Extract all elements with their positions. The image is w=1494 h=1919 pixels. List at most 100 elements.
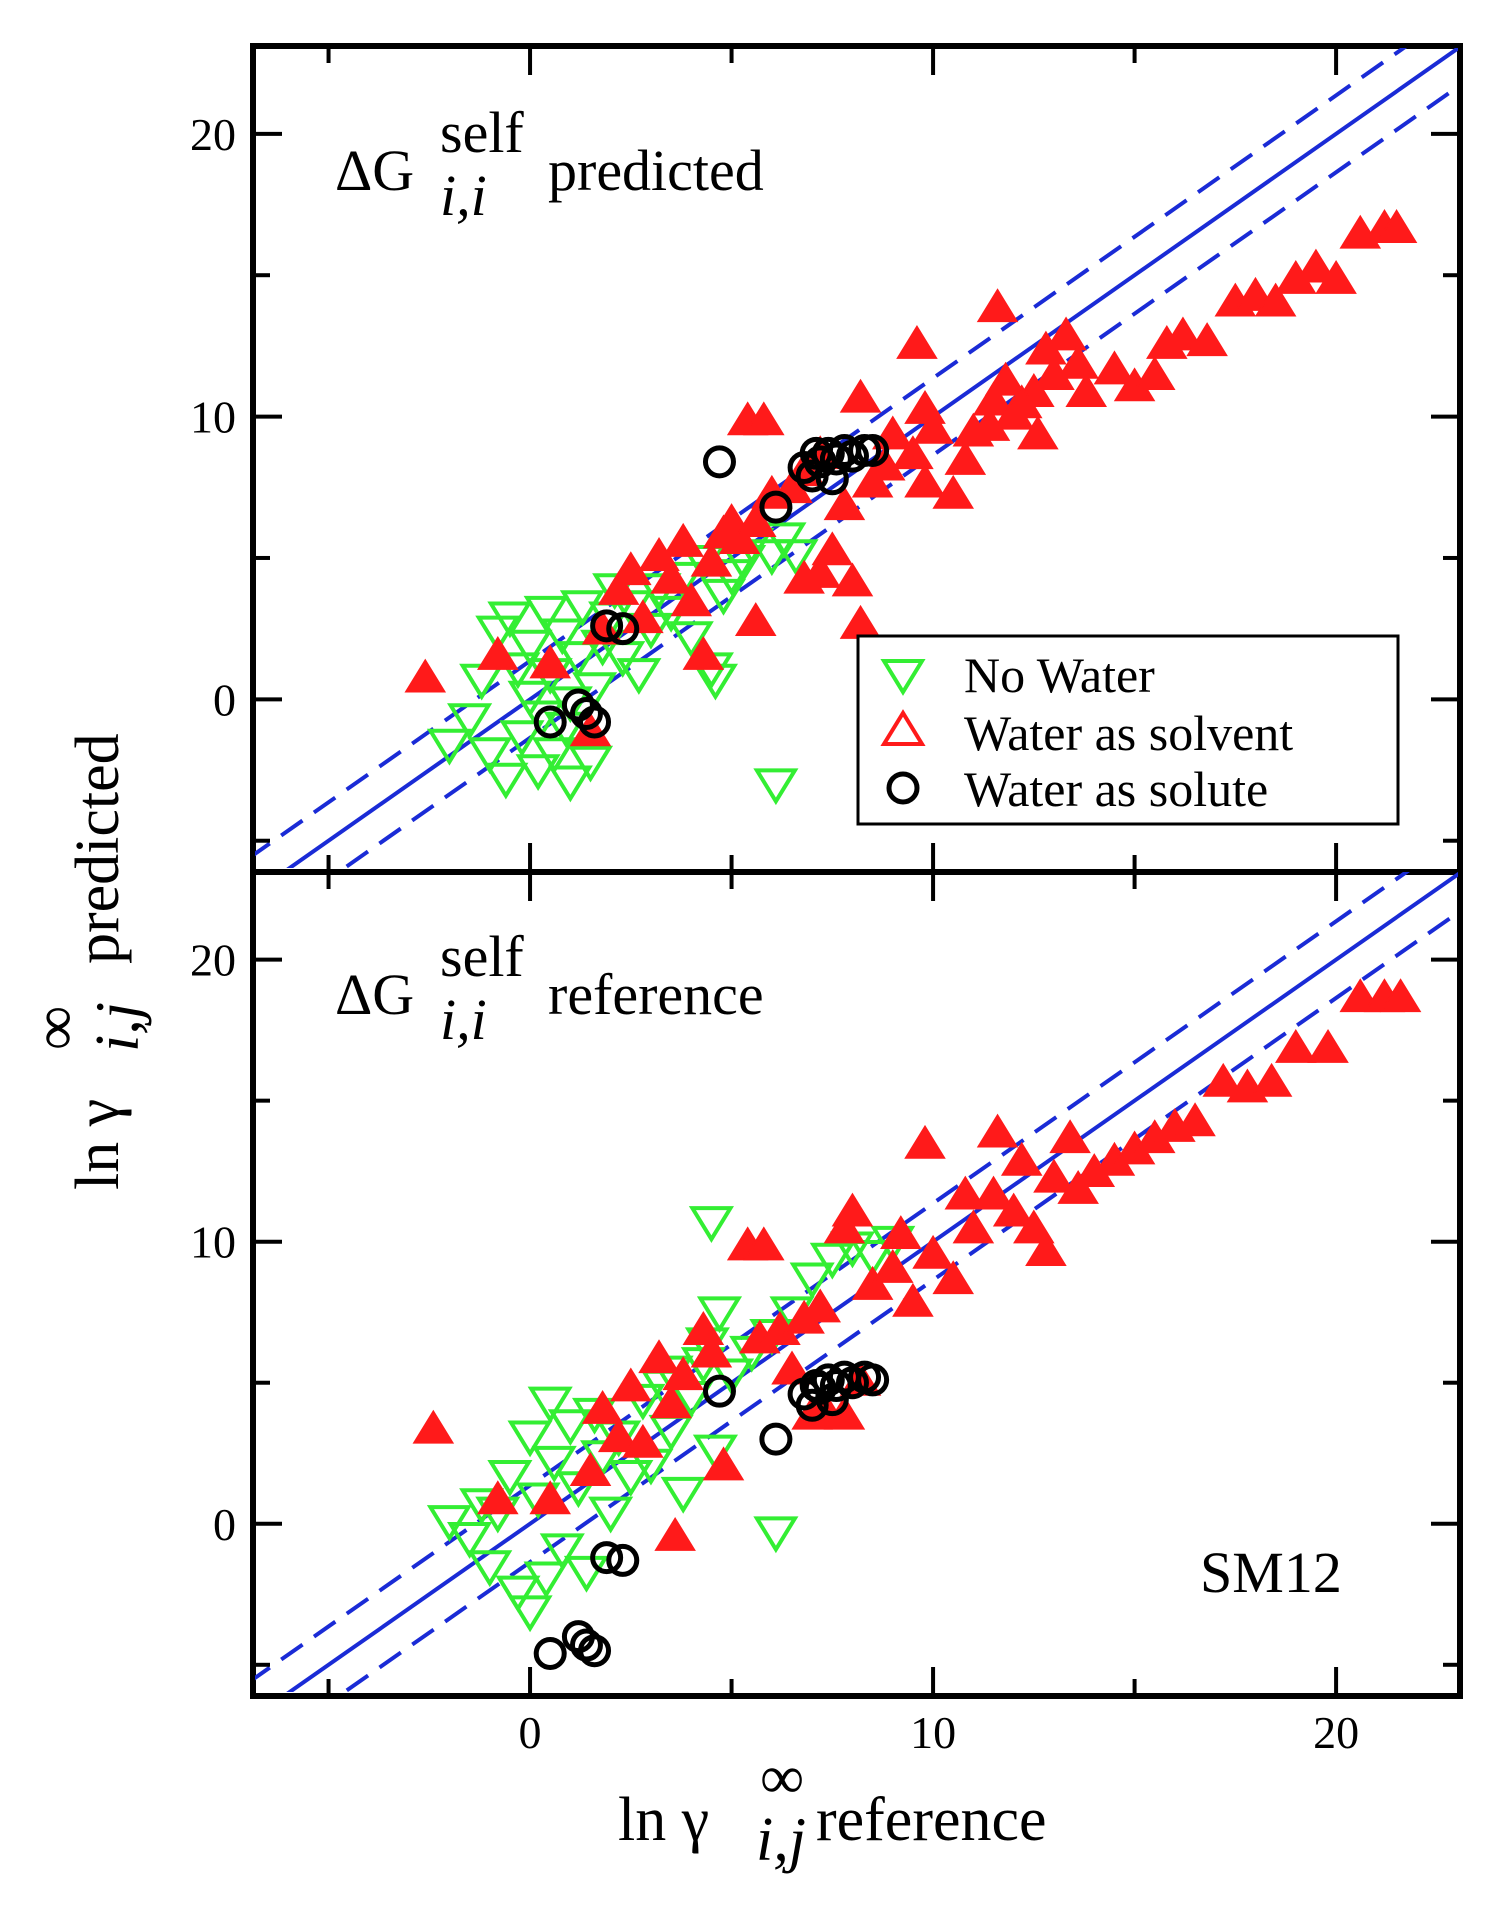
top-point-water-as-solvent <box>670 582 713 617</box>
bottom-point-water-as-solvent <box>880 1215 922 1250</box>
bottom-point-water-as-solute <box>702 1374 736 1408</box>
top-point-water-as-solvent <box>597 570 640 605</box>
bottom-point-water-as-solvent <box>1250 1062 1293 1097</box>
top-point-water-as-solvent <box>823 486 866 521</box>
bottom-point-water-as-solvent <box>892 1282 934 1317</box>
bottom-point-water-as-solvent <box>690 1333 733 1368</box>
bottom-point-no-water <box>539 1533 585 1571</box>
bottom-point-water-as-solvent <box>650 1384 692 1419</box>
top-panel-title: ΔG <box>335 138 414 203</box>
top-point-no-water <box>523 595 569 633</box>
bottom-panel-title-tail: reference <box>548 962 764 1027</box>
bottom-point-water-as-solvent <box>597 1418 640 1453</box>
bottom-point-water-as-solvent <box>871 1248 914 1283</box>
legend-label-no-water: No Water <box>964 647 1155 703</box>
bottom-point-water-as-solvent <box>944 1175 987 1210</box>
bottom-point-water-as-solvent <box>702 1446 745 1481</box>
bottom-point-water-as-solvent <box>1379 978 1422 1013</box>
bottom-panel-plot-area <box>255 872 1458 1692</box>
top-point-water-as-solvent <box>529 644 571 679</box>
bottom-point-water-as-solvent <box>992 1192 1035 1227</box>
bottom-point-no-water <box>527 1386 573 1424</box>
bottom-panel-frame <box>250 869 1463 1699</box>
top-point-no-water <box>567 745 614 783</box>
top-point-no-water <box>531 737 577 775</box>
top-point-water-as-solvent <box>1162 316 1204 351</box>
bottom-y-tick-label: 0 <box>213 1499 236 1550</box>
top-point-no-water <box>668 621 714 659</box>
top-point-water-as-solvent <box>1315 259 1357 294</box>
svg-text:ln γ: ln γ <box>64 1099 132 1190</box>
top-point-water-as-solvent <box>984 361 1027 396</box>
legend-box <box>856 634 1400 826</box>
bottom-point-water-as-solvent <box>1057 1170 1099 1204</box>
top-point-water-as-solvent <box>968 406 1011 441</box>
top-point-water-as-solvent <box>1375 209 1418 243</box>
bottom-point-water-as-solvent <box>412 1409 455 1444</box>
y-axis-title-sup: ∞ <box>22 1006 90 1050</box>
top-point-no-water <box>459 663 505 701</box>
bottom-point-no-water <box>688 1206 734 1243</box>
top-point-no-water <box>571 672 618 710</box>
top-point-water-as-solvent <box>904 463 946 498</box>
legend-label-water-as-solute: Water as solute <box>964 761 1268 817</box>
bottom-point-water-as-solute <box>578 1634 612 1668</box>
top-point-water-as-solute <box>569 696 603 730</box>
bottom-point-water-as-solvent <box>976 1113 1019 1148</box>
top-point-water-as-solvent <box>1045 316 1087 351</box>
bottom-point-water-as-solvent <box>1033 1158 1075 1193</box>
bottom-point-water-as-solute <box>759 1422 793 1456</box>
top-point-water-as-solvent <box>734 503 777 538</box>
bottom-point-water-as-solute <box>815 1383 849 1417</box>
bottom-point-water-as-solute <box>856 1363 890 1397</box>
bottom-point-water-as-solvent <box>823 1209 866 1244</box>
top-point-water-as-solvent <box>851 463 894 498</box>
bottom-panel-title-sub: i,i <box>440 987 487 1052</box>
top-point-water-as-solvent <box>944 440 987 475</box>
top-point-no-water <box>507 629 553 667</box>
bottom-point-water-as-solvent <box>1202 1062 1245 1097</box>
bottom-point-water-as-solvent <box>904 1124 946 1159</box>
bottom-point-water-as-solvent <box>662 1356 704 1391</box>
x-tick-label: 0 <box>519 1707 542 1758</box>
top-point-water-as-solvent <box>690 542 733 577</box>
bottom-point-water-as-solvent <box>1025 1232 1067 1266</box>
top-point-water-as-solvent <box>896 324 938 359</box>
bottom-point-no-water <box>563 1555 610 1593</box>
y-axis-title-sub: i,j <box>84 1002 152 1052</box>
method-label: SM12 <box>1200 1540 1342 1605</box>
x-axis-title-sub: i,j <box>756 1806 806 1874</box>
bottom-point-water-as-solvent <box>638 1339 680 1374</box>
bottom-point-water-as-solvent <box>1174 1102 1216 1137</box>
bottom-point-no-water <box>507 1420 553 1458</box>
y-axis-title-tail: predicted <box>64 733 132 964</box>
top-point-no-water <box>547 765 593 803</box>
axis-ticks: 0 10 20 0 10 20 0 10 20 <box>190 49 1457 1758</box>
top-point-water-as-solvent <box>1133 356 1176 390</box>
top-point-water-as-solvent <box>912 409 954 444</box>
bottom-point-water-as-solute <box>606 1543 640 1577</box>
x-axis-title: ln γ ∞ i,j reference <box>618 1744 1047 1874</box>
top-panel-title-tail: predicted <box>548 138 764 203</box>
top-point-no-water <box>483 762 529 800</box>
top-point-no-water <box>426 728 473 766</box>
bottom-point-water-as-solvent <box>912 1234 954 1269</box>
top-point-water-as-solvent <box>831 562 874 597</box>
top-point-water-as-solute <box>819 442 853 476</box>
top-point-water-as-solvent <box>839 604 882 639</box>
bottom-point-no-water <box>660 1476 706 1514</box>
top-point-water-as-solvent <box>932 474 975 509</box>
bottom-point-water-as-solvent <box>1275 1028 1317 1063</box>
bottom-point-no-water <box>753 1516 799 1554</box>
x-axis-title-tail: reference <box>816 1786 1047 1854</box>
bottom-point-no-water <box>487 1459 533 1497</box>
top-point-no-water <box>467 737 513 775</box>
bottom-point-water-as-solute <box>795 1388 829 1422</box>
bottom-point-water-as-solvent <box>831 1192 874 1227</box>
top-point-no-water <box>515 754 561 792</box>
top-panel-title-sub: i,i <box>440 163 487 228</box>
bottom-point-no-water <box>850 1239 896 1277</box>
top-point-water-as-solvent <box>811 531 854 566</box>
bottom-point-water-as-solvent <box>477 1480 519 1515</box>
